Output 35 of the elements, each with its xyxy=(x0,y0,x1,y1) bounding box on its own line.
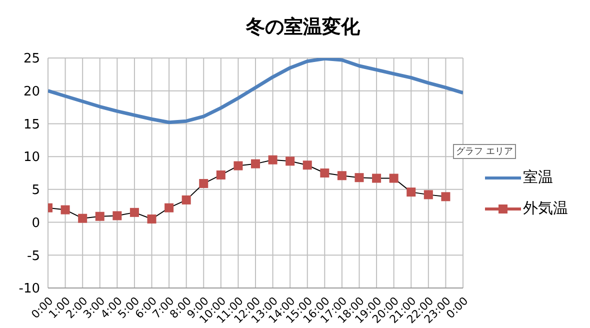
point xyxy=(337,171,346,180)
annotation: グラフ エリア xyxy=(453,144,516,159)
point xyxy=(354,173,364,182)
point xyxy=(320,168,330,178)
point xyxy=(78,214,88,223)
point xyxy=(182,195,191,204)
legend-label: 室温 xyxy=(523,168,553,187)
point xyxy=(147,214,156,224)
point xyxy=(95,212,104,221)
y-tick-label: 15 xyxy=(23,117,40,132)
y-tick-label: 25 xyxy=(23,52,40,67)
point xyxy=(406,188,416,197)
y-tick-label: 20 xyxy=(23,84,40,100)
y-tick-label: 0 xyxy=(32,216,40,231)
point xyxy=(251,159,260,168)
point xyxy=(389,174,398,183)
point xyxy=(199,179,208,188)
y-tick-label: -5 xyxy=(27,248,40,264)
point xyxy=(130,208,139,217)
point xyxy=(441,192,450,202)
point xyxy=(372,174,382,183)
chart-title: 冬の室温変化 xyxy=(244,15,361,40)
point xyxy=(268,155,278,164)
point xyxy=(60,205,70,214)
point xyxy=(234,161,243,170)
point xyxy=(216,170,226,180)
point xyxy=(164,203,174,212)
point xyxy=(112,211,122,220)
y-tick-label: 5 xyxy=(32,183,40,198)
point xyxy=(286,156,295,166)
legend-label: 外気温 xyxy=(523,199,568,218)
point xyxy=(302,160,312,170)
y-tick-label: -10 xyxy=(18,282,40,297)
point xyxy=(424,190,433,200)
y-tick-label: 10 xyxy=(23,150,40,166)
